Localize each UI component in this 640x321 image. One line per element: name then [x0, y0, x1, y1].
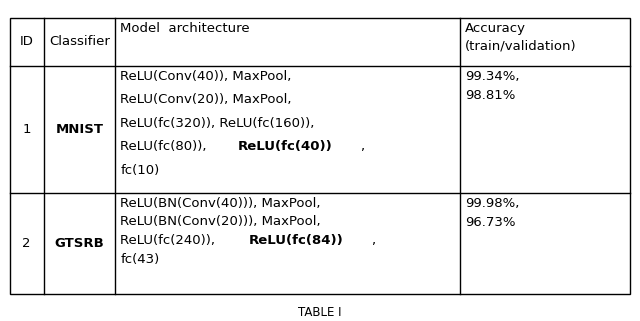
Text: 99.98%,
96.73%: 99.98%, 96.73% [465, 197, 519, 229]
Text: ReLU(Conv(40)), MaxPool,: ReLU(Conv(40)), MaxPool, [120, 70, 292, 83]
Text: ReLU(BN(Conv(20))), MaxPool,: ReLU(BN(Conv(20))), MaxPool, [120, 215, 321, 229]
Text: 2: 2 [22, 237, 31, 250]
Text: ReLU(Conv(20)), MaxPool,: ReLU(Conv(20)), MaxPool, [120, 93, 292, 106]
Text: ReLU(fc(320)), ReLU(fc(160)),: ReLU(fc(320)), ReLU(fc(160)), [120, 117, 315, 130]
Text: Classifier: Classifier [49, 35, 110, 48]
Text: ,: , [371, 234, 374, 247]
Text: ReLU(fc(80)),: ReLU(fc(80)), [120, 140, 211, 153]
Text: Model  architecture: Model architecture [120, 22, 250, 34]
Text: GTSRB: GTSRB [54, 237, 104, 250]
Text: ReLU(fc(84)): ReLU(fc(84)) [248, 234, 343, 247]
Text: ReLU(fc(240)),: ReLU(fc(240)), [120, 234, 220, 247]
Text: fc(43): fc(43) [120, 253, 159, 266]
Text: ReLU(fc(40)): ReLU(fc(40)) [237, 140, 332, 153]
Text: Accuracy
(train/validation): Accuracy (train/validation) [465, 22, 577, 53]
Text: ID: ID [20, 35, 34, 48]
Text: ReLU(BN(Conv(40))), MaxPool,: ReLU(BN(Conv(40))), MaxPool, [120, 197, 321, 210]
Text: MNIST: MNIST [56, 123, 104, 136]
Text: fc(10): fc(10) [120, 164, 159, 177]
Text: 99.34%,
98.81%: 99.34%, 98.81% [465, 70, 519, 102]
Text: TABLE I: TABLE I [298, 307, 342, 319]
Text: 1: 1 [22, 123, 31, 136]
Text: ,: , [360, 140, 364, 153]
